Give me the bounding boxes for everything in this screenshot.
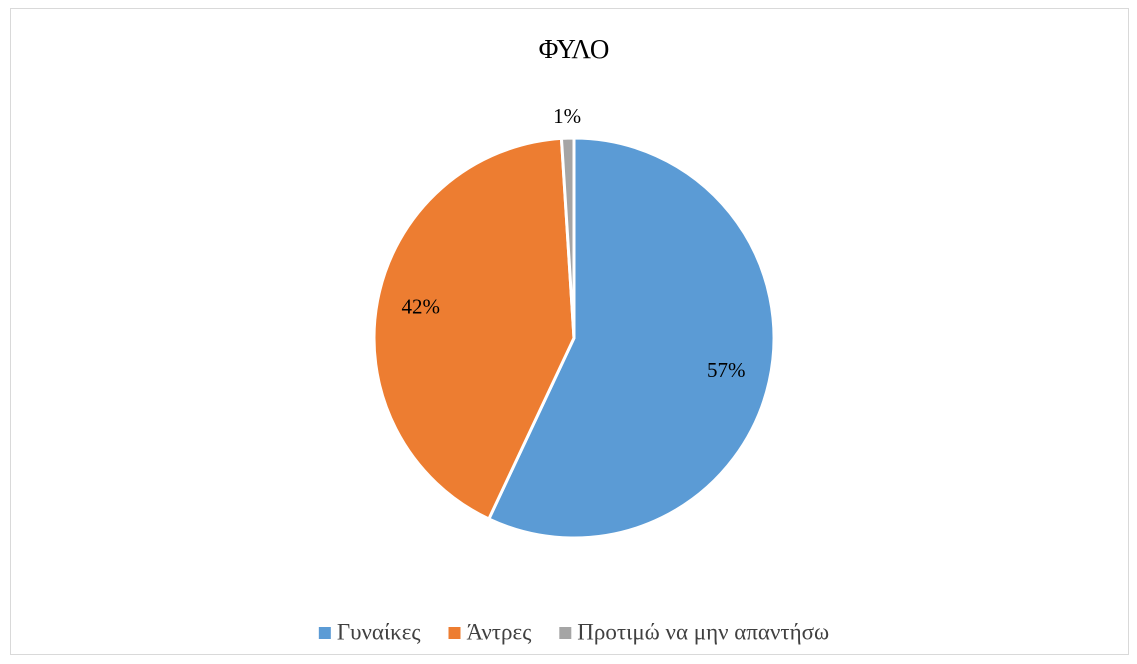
data-label: 57% xyxy=(707,358,746,382)
legend-swatch xyxy=(448,627,461,639)
data-label: 42% xyxy=(402,295,441,319)
data-label: 1% xyxy=(553,104,581,128)
legend-swatch xyxy=(318,627,331,639)
pie-slice xyxy=(486,136,776,540)
pie-slice xyxy=(372,136,576,521)
legend-swatch xyxy=(559,627,572,639)
legend-label: Άντρες xyxy=(467,619,532,644)
legend-label: Γυναίκες xyxy=(337,619,421,644)
chart-title: ΦΥΛΟ xyxy=(539,34,610,64)
pie-slice xyxy=(559,136,576,339)
legend: Γυναίκες Άντρες Προτιμώ να μην απαντήσω xyxy=(318,619,829,644)
legend-label: Προτιμώ να μην απαντήσω xyxy=(577,619,829,644)
